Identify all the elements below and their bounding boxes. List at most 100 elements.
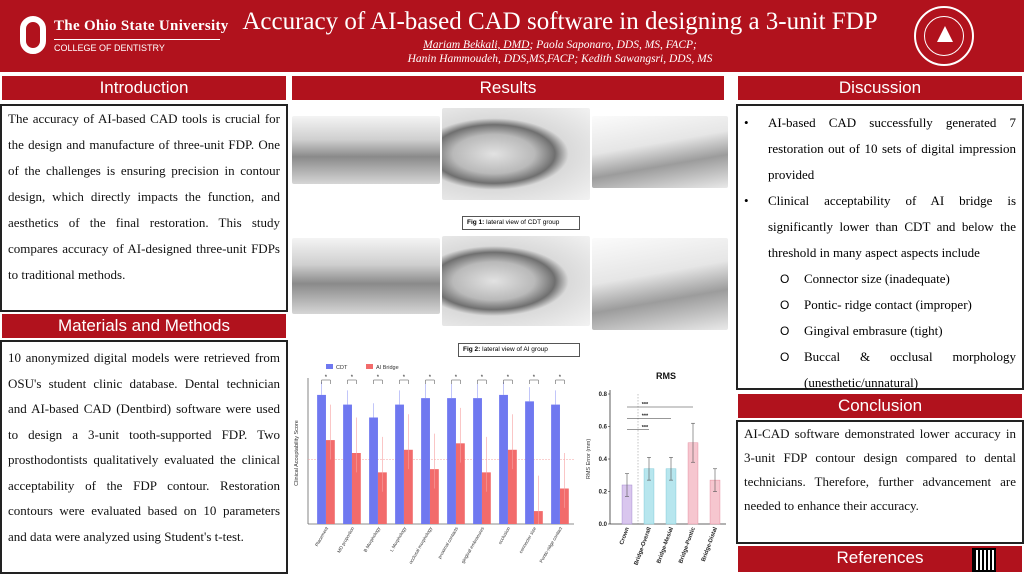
category-label: B Morphology xyxy=(363,525,382,553)
co-authors-line1: ; Paola Saponaro, DDS, MS, FACP; xyxy=(529,39,697,51)
bar-ai xyxy=(325,440,335,524)
category-label: proximal contacts xyxy=(437,525,460,559)
legend-swatch-cdt xyxy=(326,364,333,369)
y-tick-label: 0.2 xyxy=(599,490,608,496)
bar-cdt xyxy=(317,394,326,524)
significance-marker: *** xyxy=(642,413,649,419)
discussion-heading: Discussion xyxy=(738,76,1022,100)
ai-model-photo-right xyxy=(592,238,728,330)
bar-ai xyxy=(481,472,491,524)
bar-cdt xyxy=(551,404,560,524)
significance-marker: * xyxy=(325,375,328,381)
college-seal-icon xyxy=(914,6,974,66)
bar-ai xyxy=(507,449,517,524)
author-list: Mariam Bekkali, DMD; Paola Saponaro, DDS… xyxy=(250,38,870,66)
university-logo: The Ohio State University COLLEGE OF DEN… xyxy=(20,14,228,58)
discussion-sub-item: O Buccal & occlusal morphology (unestheti… xyxy=(780,344,1016,396)
circle-bullet-icon: O xyxy=(780,324,790,338)
significance-marker: * xyxy=(377,375,380,381)
conclusion-box: AI-CAD software demonstrated lower accur… xyxy=(736,420,1024,544)
presenting-author: Mariam Bekkali, DMD xyxy=(423,39,530,51)
discussion-box: • AI-based CAD successfully generated 7 r… xyxy=(736,104,1024,390)
significance-marker: * xyxy=(507,375,510,381)
significance-bracket xyxy=(529,379,539,384)
cdt-model-photo-left xyxy=(292,116,440,184)
discussion-bullet: • AI-based CAD successfully generated 7 r… xyxy=(744,110,1016,188)
discussion-sub-item: O Gingival embrasure (tight) xyxy=(780,318,1016,344)
bar-cdt xyxy=(395,404,404,524)
category-label: occlusion xyxy=(497,526,511,545)
category-label: Bridge-Mesial xyxy=(656,526,675,564)
significance-marker: *** xyxy=(642,402,649,408)
circle-bullet-icon: O xyxy=(780,298,790,312)
significance-bracket xyxy=(321,379,331,384)
significance-bracket xyxy=(373,379,383,384)
category-label: Placement xyxy=(314,525,330,547)
fig1-caption: Fig 1: lateral view of CDT group xyxy=(462,216,580,230)
poster-header: The Ohio State University COLLEGE OF DEN… xyxy=(0,0,1024,72)
cdt-model-photo-occlusal xyxy=(442,108,590,200)
y-tick-label: 0.0 xyxy=(599,522,608,528)
category-label: Bridge-Distal xyxy=(701,526,719,562)
significance-marker: * xyxy=(429,375,432,381)
bar-cdt xyxy=(447,398,456,524)
bar-ai xyxy=(403,449,413,524)
category-label: connector size xyxy=(518,526,537,555)
qr-code-icon[interactable] xyxy=(972,548,996,572)
discussion-bullet: • Clinical acceptability of AI bridge is … xyxy=(744,188,1016,266)
bullet-dot-icon: • xyxy=(744,115,749,130)
y-tick-label: 0.4 xyxy=(599,457,608,463)
category-label: occlusal morphology xyxy=(408,525,434,564)
introduction-box: The accuracy of AI-based CAD tools is cr… xyxy=(0,104,288,312)
poster-title: Accuracy of AI-based CAD software in des… xyxy=(242,8,878,35)
rms-chart-title: RMS xyxy=(656,371,676,381)
cdt-model-photo-right xyxy=(592,116,728,188)
legend-label-cdt: CDT xyxy=(336,365,348,371)
significance-bracket xyxy=(425,379,435,384)
bar-cdt xyxy=(499,394,508,524)
category-label: L Morphology xyxy=(389,525,408,552)
significance-bracket xyxy=(451,379,461,384)
discussion-bullets: • AI-based CAD successfully generated 7 r… xyxy=(738,106,1022,266)
significance-bracket xyxy=(347,379,357,384)
bar-ai xyxy=(429,469,439,524)
legend-label-ai: AI Bridge xyxy=(376,365,399,371)
conclusion-heading: Conclusion xyxy=(738,394,1022,418)
significance-bracket xyxy=(399,379,409,384)
methods-box: 10 anonymized digital models were retrie… xyxy=(0,340,288,574)
bullet-dot-icon: • xyxy=(744,193,749,208)
methods-text: 10 anonymized digital models were retrie… xyxy=(8,350,280,544)
circle-bullet-icon: O xyxy=(780,272,790,286)
category-label: Bridge-Pontic xyxy=(678,526,697,564)
bar-cdt xyxy=(525,401,534,524)
university-name: The Ohio State University xyxy=(54,18,229,34)
bar-ai xyxy=(377,472,387,524)
category-label: Bridge-Overall xyxy=(634,526,653,566)
y-tick-label: 0.8 xyxy=(599,392,608,398)
fig2-caption: Fig 2: lateral view of AI group xyxy=(458,343,580,357)
introduction-heading: Introduction xyxy=(2,76,286,100)
significance-marker: *** xyxy=(642,425,649,431)
clinical-acceptability-chart: CDT AI Bridge Clinical Acceptability Scor… xyxy=(294,364,574,565)
logo-divider xyxy=(54,39,220,40)
block-o-icon xyxy=(20,16,46,54)
category-label: MD proportion xyxy=(336,526,355,554)
discussion-sub-item: O Connector size (inadequate) xyxy=(780,266,1016,292)
significance-bracket xyxy=(555,379,565,384)
college-name: COLLEGE OF DENTISTRY xyxy=(54,43,165,53)
y-tick-label: 0.6 xyxy=(599,425,608,431)
legend-swatch-ai xyxy=(366,364,373,369)
ai-model-photo-occlusal xyxy=(442,236,590,326)
category-label: Pontic-ridge contact xyxy=(539,525,564,563)
discussion-sub-item: O Pontic- ridge contact (improper) xyxy=(780,292,1016,318)
bar-ai xyxy=(351,453,361,524)
significance-bracket xyxy=(503,379,513,384)
significance-marker: * xyxy=(455,375,458,381)
y-axis-label: RMS Error (mm) xyxy=(586,439,592,479)
bar-cdt xyxy=(369,417,378,524)
significance-marker: * xyxy=(403,375,406,381)
methods-heading: Materials and Methods xyxy=(2,314,286,338)
significance-marker: * xyxy=(351,375,354,381)
bar-ai xyxy=(455,443,465,524)
